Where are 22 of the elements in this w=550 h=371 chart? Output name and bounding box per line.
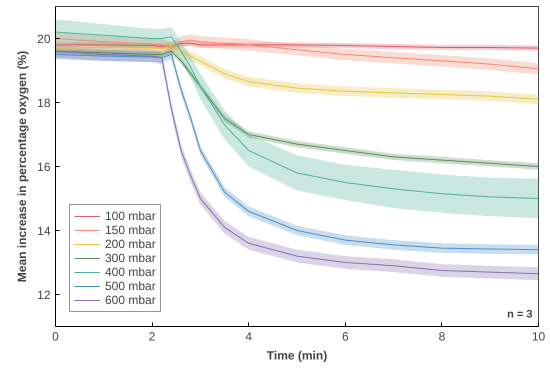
- x-tick-label: 8: [438, 330, 446, 344]
- legend-label: 500 mbar: [105, 279, 156, 293]
- annotation: n = 3: [507, 308, 532, 320]
- y-tick-label: 14: [37, 224, 51, 238]
- x-tick-label: 2: [148, 330, 156, 344]
- x-tick-label: 6: [342, 330, 349, 344]
- legend-label: 300 mbar: [105, 251, 156, 265]
- x-tick-label: 10: [532, 330, 546, 344]
- y-axis-title: Mean increase in percentage oxygen (%): [15, 50, 30, 282]
- x-axis-title: Time (min): [266, 348, 328, 362]
- legend-label: 600 mbar: [105, 293, 156, 307]
- y-tick-label: 20: [37, 32, 51, 46]
- y-tick-label: 18: [37, 96, 51, 110]
- x-tick-label: 4: [245, 330, 252, 344]
- legend-label: 200 mbar: [105, 237, 156, 251]
- legend-label: 150 mbar: [105, 223, 156, 237]
- y-tick-label: 12: [37, 288, 51, 302]
- legend-label: 100 mbar: [105, 209, 156, 223]
- x-tick-label: 0: [52, 330, 60, 344]
- y-tick-label: 16: [37, 160, 51, 174]
- legend-label: 400 mbar: [105, 265, 156, 279]
- line-series: [56, 32, 538, 199]
